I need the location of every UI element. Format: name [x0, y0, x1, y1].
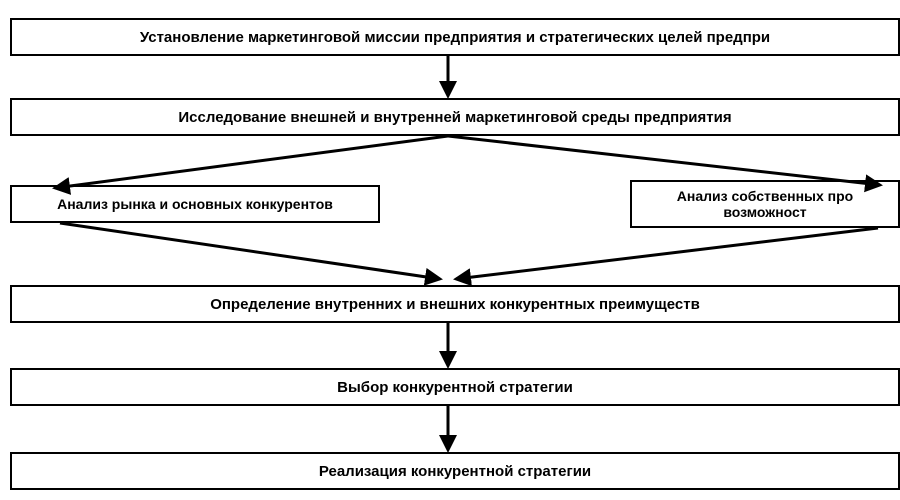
arrow-edge: [456, 228, 878, 279]
node-label: Выбор конкурентной стратегии: [337, 379, 573, 396]
flow-node-research: Исследование внешней и внутренней маркет…: [10, 98, 900, 136]
node-label: Исследование внешней и внутренней маркет…: [178, 109, 731, 126]
arrow-edge: [448, 136, 880, 185]
flow-node-advantages: Определение внутренних и внешних конкуре…: [10, 285, 900, 323]
flow-node-strategy-realization: Реализация конкурентной стратегии: [10, 452, 900, 490]
node-label: Реализация конкурентной стратегии: [319, 463, 591, 480]
node-label: Анализ рынка и основных конкурентов: [57, 196, 333, 212]
flow-node-mission: Установление маркетинговой миссии предпр…: [10, 18, 900, 56]
flow-node-own-analysis: Анализ собственных про возможност: [630, 180, 900, 228]
node-label: Анализ собственных про возможност: [677, 188, 853, 220]
arrow-edge: [55, 136, 448, 188]
flow-node-strategy-choice: Выбор конкурентной стратегии: [10, 368, 900, 406]
flow-node-market-analysis: Анализ рынка и основных конкурентов: [10, 185, 380, 223]
node-label: Определение внутренних и внешних конкуре…: [210, 296, 700, 313]
arrow-edge: [60, 223, 440, 279]
arrows-layer: [0, 0, 900, 500]
node-label: Установление маркетинговой миссии предпр…: [140, 29, 770, 46]
